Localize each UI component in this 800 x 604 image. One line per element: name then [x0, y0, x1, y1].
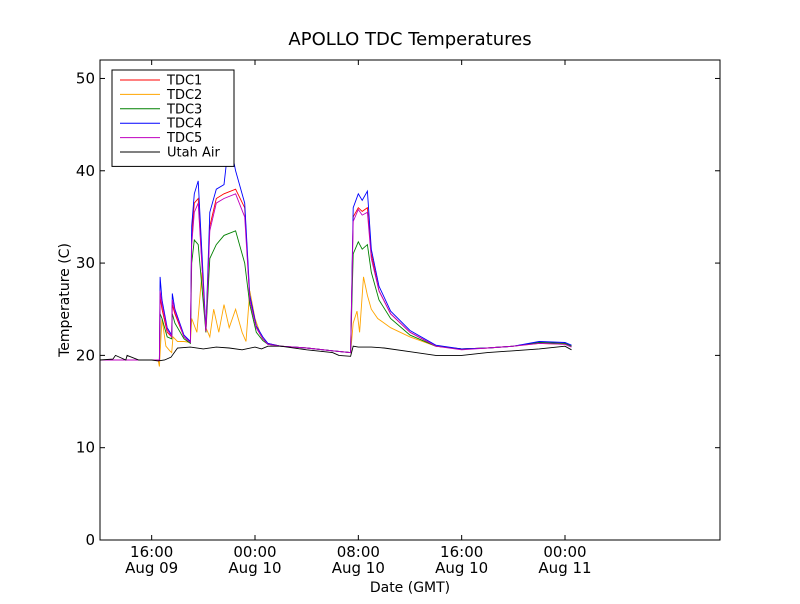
series-line-tdc3 — [100, 230, 572, 361]
x-tick-label-date: Aug 10 — [228, 559, 281, 577]
x-tick-label-date: Aug 09 — [125, 559, 178, 577]
x-tick-label-time: 16:00 — [130, 543, 173, 561]
series-line-utah-air — [99, 345, 572, 362]
x-tick-label-date: Aug 10 — [435, 559, 488, 577]
legend-box — [111, 69, 235, 167]
axes-frame — [99, 59, 721, 541]
legend-label-utah-air: Utah Air — [167, 146, 220, 161]
x-tick-label-date: Aug 10 — [332, 559, 385, 577]
legend-label-tdc4: TDC4 — [166, 117, 202, 132]
x-axis-label: Date (GMT) — [370, 580, 450, 596]
x-tick-label-date: Aug 11 — [538, 559, 591, 577]
y-tick-label: 40 — [76, 162, 95, 180]
y-ticks: 0 10 20 30 40 50 — [76, 69, 720, 549]
y-tick-label: 30 — [76, 254, 95, 272]
series-line-tdc5 — [100, 193, 572, 361]
legend-label-tdc1: TDC1 — [166, 74, 202, 89]
y-tick-label: 10 — [76, 439, 95, 457]
legend-label-tdc3: TDC3 — [166, 102, 202, 117]
y-tick-label: 20 — [76, 346, 95, 364]
legend-label-tdc2: TDC2 — [166, 88, 202, 103]
x-tick-label-time: 08:00 — [337, 543, 380, 561]
legend-label-tdc5: TDC5 — [166, 131, 202, 146]
chart-title: APOLLO TDC Temperatures — [288, 29, 531, 50]
x-tick-label-time: 00:00 — [233, 543, 276, 561]
y-tick-label: 0 — [85, 531, 95, 549]
series-layer — [99, 138, 572, 367]
y-tick-label: 50 — [76, 69, 95, 87]
x-tick-label-time: 00:00 — [543, 543, 586, 561]
x-tick-label-time: 16:00 — [440, 543, 483, 561]
y-axis-label: Temperature (C) — [57, 243, 73, 358]
